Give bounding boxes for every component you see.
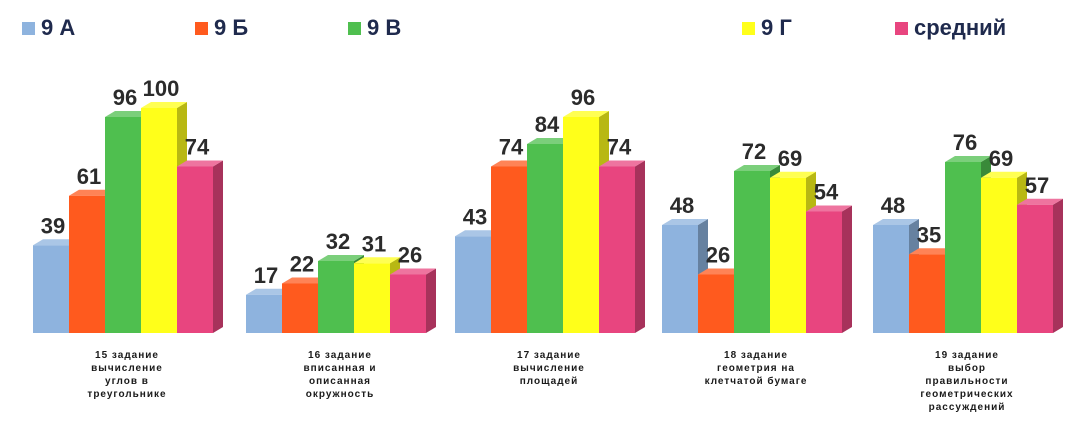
bar <box>177 160 223 333</box>
legend-item: 9 Б <box>195 15 248 40</box>
value-label: 32 <box>326 229 350 254</box>
legend-swatch <box>895 22 908 35</box>
legend-item: 9 Г <box>742 15 792 40</box>
legend-label: 9 Г <box>761 15 792 40</box>
legend-swatch <box>742 22 755 35</box>
value-label: 22 <box>290 252 314 277</box>
value-label: 74 <box>607 135 632 160</box>
legend-item: средний <box>895 15 1006 40</box>
category-label: 18 задание геометрия на клетчатой бумаге <box>705 350 808 387</box>
category-label: 19 задание выбор правильности геометрически… <box>920 350 1013 413</box>
bar-group <box>873 156 1063 333</box>
category-label: 16 задание вписанная и описанная окружность <box>304 350 377 400</box>
bar <box>806 205 852 333</box>
value-label: 61 <box>77 164 101 189</box>
value-label: 72 <box>742 139 766 164</box>
legend-label: средний <box>914 15 1006 40</box>
value-label: 74 <box>499 135 524 160</box>
value-label: 17 <box>254 263 278 288</box>
bar <box>599 160 645 333</box>
value-label: 43 <box>463 204 487 229</box>
value-label: 74 <box>185 135 210 160</box>
value-label: 96 <box>113 85 137 110</box>
bars-area <box>33 102 1063 333</box>
value-label: 69 <box>989 146 1013 171</box>
legend-swatch <box>22 22 35 35</box>
legend: 9 А 9 Б 9 В 9 Г средний <box>22 15 1006 40</box>
value-label: 39 <box>41 213 65 238</box>
legend-item: 9 В <box>348 15 401 40</box>
legend-swatch <box>348 22 361 35</box>
value-label: 96 <box>571 85 595 110</box>
legend-swatch <box>195 22 208 35</box>
bar <box>1017 198 1063 333</box>
value-label: 48 <box>670 193 694 218</box>
bar-group <box>246 255 436 333</box>
category-label: 15 задание вычисление углов в треугольнике <box>87 350 166 400</box>
value-label: 31 <box>362 231 386 256</box>
bar-group <box>33 102 223 333</box>
bar-group <box>455 111 645 333</box>
value-label: 57 <box>1025 173 1049 198</box>
value-label: 35 <box>917 222 941 247</box>
value-label: 48 <box>881 193 905 218</box>
value-label: 76 <box>953 130 977 155</box>
category-labels: 15 задание вычисление углов в треугольнике 1… <box>87 350 1013 413</box>
value-label: 26 <box>706 243 730 268</box>
bar <box>390 268 436 333</box>
value-label: 26 <box>398 243 422 268</box>
value-label: 69 <box>778 146 802 171</box>
category-label: 17 задание вычисление площадей <box>513 350 585 387</box>
value-label: 84 <box>535 112 560 137</box>
legend-item: 9 А <box>22 15 75 40</box>
legend-label: 9 В <box>367 15 401 40</box>
legend-label: 9 Б <box>214 15 248 40</box>
value-label: 100 <box>143 76 180 101</box>
legend-label: 9 А <box>41 15 75 40</box>
bar-group <box>662 165 852 333</box>
value-label: 54 <box>814 180 839 205</box>
